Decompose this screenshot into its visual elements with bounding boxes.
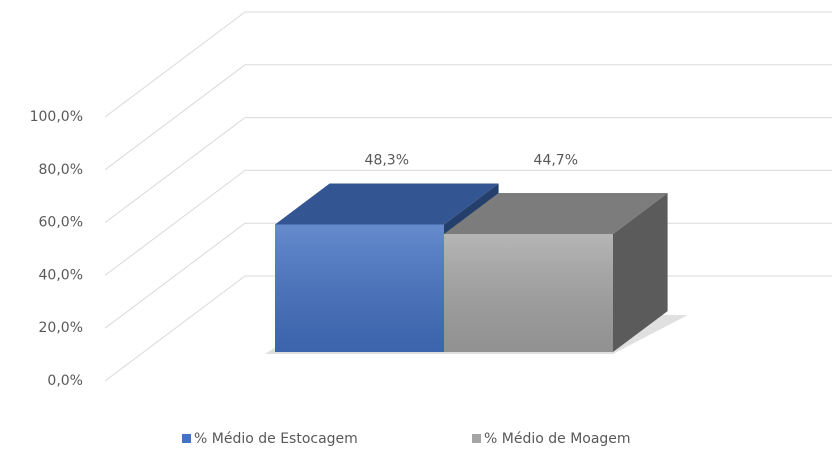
data-label: 44,7%: [534, 153, 578, 169]
bar-top: [275, 183, 499, 225]
legend-label: % Médio de Estocagem: [194, 431, 358, 447]
y-tick-label: 0,0%: [47, 373, 83, 389]
legend-swatch: [182, 434, 191, 443]
legend-label: % Médio de Moagem: [484, 431, 631, 447]
y-tick-label: 100,0%: [30, 109, 83, 125]
bar-shine: [444, 234, 613, 353]
grid-line: [104, 117, 246, 224]
y-tick-label: 20,0%: [39, 320, 83, 336]
bar-top: [444, 193, 668, 235]
y-tick-label: 40,0%: [39, 267, 83, 283]
y-tick-label: 80,0%: [39, 162, 83, 178]
grid-line: [104, 64, 246, 171]
bar-shine: [275, 224, 444, 353]
data-label: 48,3%: [365, 153, 409, 169]
y-tick-label: 60,0%: [39, 215, 83, 231]
bar-side: [613, 193, 668, 353]
grid-line: [104, 222, 246, 329]
grid-line: [104, 169, 246, 276]
legend-swatch: [472, 434, 481, 443]
grid-line: [104, 275, 246, 382]
grid-line: [104, 11, 246, 118]
